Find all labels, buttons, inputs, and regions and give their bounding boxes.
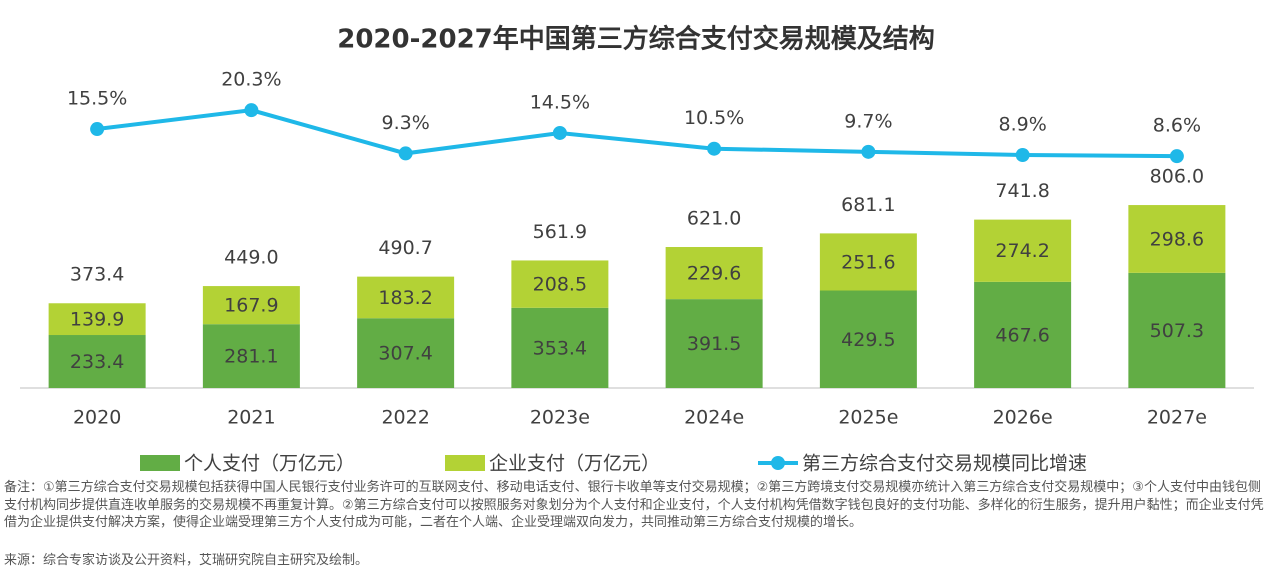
bar-segment xyxy=(819,233,917,291)
total-label: 373.4 xyxy=(70,264,124,286)
bar-segment xyxy=(511,260,609,308)
segment-label: 429.5 xyxy=(841,329,895,351)
segment-label: 298.6 xyxy=(1150,228,1204,250)
bar-segment xyxy=(357,276,455,319)
bar-segment xyxy=(974,219,1072,282)
segment-label: 467.6 xyxy=(995,324,1049,346)
total-label: 561.9 xyxy=(533,221,587,243)
bar-segment xyxy=(665,247,763,300)
line-label: 15.5% xyxy=(67,88,127,110)
line-marker xyxy=(244,103,259,118)
segment-label: 208.5 xyxy=(533,274,587,296)
legend-label: 个人支付（万亿元） xyxy=(184,453,355,475)
segment-label: 183.2 xyxy=(378,287,432,309)
segment-label: 353.4 xyxy=(533,337,587,359)
source: 来源：综合专家访谈及公开资料，艾瑞研究院自主研究及绘制。 xyxy=(4,553,369,568)
line-label: 14.5% xyxy=(530,91,590,113)
bar-segment xyxy=(48,303,146,336)
x-tick-label: 2022 xyxy=(381,407,429,429)
segment-label: 233.4 xyxy=(70,351,124,373)
legend-swatch xyxy=(140,455,180,471)
legend-label: 企业支付（万亿元） xyxy=(489,453,660,475)
bar-segment xyxy=(665,299,763,388)
bar-segment xyxy=(1128,272,1226,388)
segment-label: 139.9 xyxy=(70,309,124,331)
legend-marker xyxy=(771,456,785,470)
segment-label: 167.9 xyxy=(224,295,278,317)
chart: 2020-2027年中国第三方综合支付交易规模及结构 2020 2021 2022 2… xyxy=(20,24,1254,475)
segment-label: 507.3 xyxy=(1150,320,1204,342)
line-marker xyxy=(1169,149,1184,164)
total-label: 681.1 xyxy=(841,194,895,216)
line-label: 8.6% xyxy=(1153,115,1201,137)
line-marker xyxy=(1015,147,1030,162)
total-label: 490.7 xyxy=(378,237,432,259)
total-label: 621.0 xyxy=(687,208,741,230)
segment-label: 229.6 xyxy=(687,263,741,285)
x-tick-label: 2027e xyxy=(1147,407,1207,429)
segment-label: 307.4 xyxy=(378,343,432,365)
line-marker xyxy=(398,146,413,161)
total-label: 449.0 xyxy=(224,247,278,269)
segment-label: 281.1 xyxy=(224,346,278,368)
line-label: 20.3% xyxy=(221,69,281,91)
legend-label: 第三方综合支付交易规模同比增速 xyxy=(802,453,1087,475)
line-label: 9.3% xyxy=(381,112,429,134)
x-tick-label: 2025e xyxy=(838,407,898,429)
x-tick-label: 2023e xyxy=(530,407,590,429)
legend-swatch xyxy=(445,455,485,471)
line-label: 10.5% xyxy=(684,107,744,129)
segment-label: 391.5 xyxy=(687,333,741,355)
segment-label: 274.2 xyxy=(995,240,1049,262)
bar-segment xyxy=(48,335,146,388)
line xyxy=(96,108,1177,159)
bar-segment xyxy=(202,286,300,325)
x-tick-label: 2021 xyxy=(227,407,275,429)
x-tick-label: 2020 xyxy=(73,407,121,429)
bar-segment xyxy=(202,324,300,388)
line-marker xyxy=(90,122,105,137)
line-label: 9.7% xyxy=(844,110,892,132)
note: 备注：①第三方综合支付交易规模包括获得中国人民银行支付业务许可的互联网支付、移动… xyxy=(4,480,1264,530)
segment-label: 251.6 xyxy=(841,251,895,273)
chart-title: 2020-2027年中国第三方综合支付交易规模及结构 xyxy=(337,24,935,55)
bar-segment xyxy=(357,318,455,388)
line-marker xyxy=(552,125,567,140)
total-label: 806.0 xyxy=(1150,166,1204,188)
bar-segment xyxy=(974,281,1072,388)
line-marker xyxy=(861,144,876,159)
x-tick-label: 2026e xyxy=(993,407,1053,429)
total-label: 741.8 xyxy=(995,180,1049,202)
line-label: 8.9% xyxy=(998,113,1046,135)
line-marker xyxy=(707,141,722,156)
x-tick-label: 2024e xyxy=(684,407,744,429)
bar-segment xyxy=(1128,205,1226,273)
bar-segment xyxy=(511,307,609,388)
bar-segment xyxy=(819,290,917,388)
